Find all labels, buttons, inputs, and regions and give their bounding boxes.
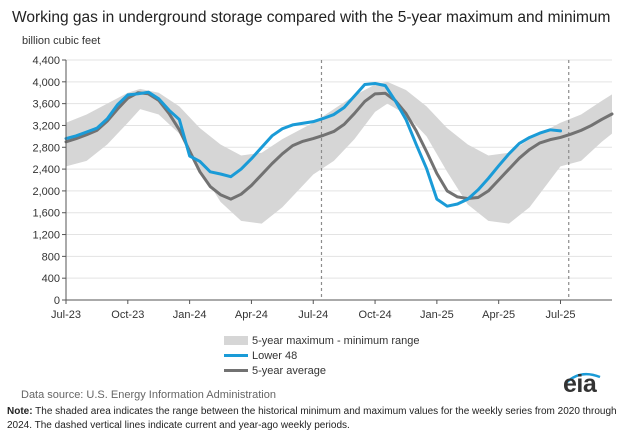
legend-item-average: 5-year average bbox=[224, 363, 419, 378]
y-tick-label: 1,200 bbox=[32, 230, 60, 242]
legend-label-average: 5-year average bbox=[252, 364, 326, 377]
y-axis-label: billion cubic feet bbox=[22, 35, 101, 47]
y-tick-label: 2,800 bbox=[32, 142, 60, 154]
y-tick-label: 3,200 bbox=[32, 120, 60, 132]
range-band-group bbox=[66, 81, 612, 224]
x-tick-label: Jul-25 bbox=[546, 309, 576, 321]
y-tick-label: 400 bbox=[42, 273, 60, 285]
legend-swatch-lower48 bbox=[224, 354, 248, 357]
eia-logo: eia bbox=[563, 370, 597, 398]
legend-swatch-range bbox=[224, 336, 248, 345]
x-tick-label: Apr-25 bbox=[482, 309, 515, 321]
x-tick-label: Jan-25 bbox=[420, 309, 454, 321]
series-line-lower48 bbox=[64, 81, 562, 208]
y-tick-label: 3,600 bbox=[32, 99, 60, 111]
legend-item-range: 5-year maximum - minimum range bbox=[224, 333, 419, 348]
note-label: Note: bbox=[7, 406, 33, 417]
chart-area: 0 400 800 1,200 1,600 2,000 2,400 2,800 3,200 3,6… bbox=[32, 55, 614, 321]
x-tick-label: Oct-24 bbox=[359, 309, 392, 321]
x-tick-label: Apr-24 bbox=[235, 309, 268, 321]
legend: 5-year maximum - minimum range Lower 48 … bbox=[224, 333, 419, 378]
range-band bbox=[66, 81, 612, 224]
footnote: Note: The shaded area indicates the rang… bbox=[7, 405, 637, 433]
y-tick-label: 2,000 bbox=[32, 186, 60, 198]
x-tick-label: Jul-23 bbox=[51, 309, 81, 321]
x-tick-labels: Jul-23 Oct-23 Jan-24 Apr-24 Jul-24 Oct-24 Jan-… bbox=[51, 309, 575, 321]
note-text: The shaded area indicates the range betw… bbox=[7, 406, 617, 431]
y-tick-label: 4,400 bbox=[32, 55, 60, 67]
legend-label-range: 5-year maximum - minimum range bbox=[252, 334, 420, 347]
x-tick-label: Jan-24 bbox=[173, 309, 207, 321]
y-tick-label: 0 bbox=[54, 295, 60, 307]
legend-swatch-average bbox=[224, 369, 248, 372]
x-tick-label: Jul-24 bbox=[298, 309, 328, 321]
y-tick-label: 2,400 bbox=[32, 164, 60, 176]
y-tick-label: 800 bbox=[42, 251, 60, 263]
y-tick-label: 1,600 bbox=[32, 208, 60, 220]
x-tick-label: Oct-23 bbox=[111, 309, 144, 321]
y-tick-labels: 0 400 800 1,200 1,600 2,000 2,400 2,800 3,200 3,6… bbox=[32, 55, 60, 307]
series-lines bbox=[64, 81, 614, 208]
current-week-markers bbox=[320, 60, 570, 300]
data-source: Data source: U.S. Energy Information Adm… bbox=[21, 389, 276, 401]
axes bbox=[62, 59, 612, 304]
legend-item-lower48: Lower 48 bbox=[224, 348, 419, 363]
eia-logo-swoosh bbox=[565, 372, 601, 384]
legend-label-lower48: Lower 48 bbox=[252, 349, 298, 362]
chart-title: Working gas in underground storage compa… bbox=[12, 9, 611, 26]
y-tick-label: 4,000 bbox=[32, 77, 60, 89]
